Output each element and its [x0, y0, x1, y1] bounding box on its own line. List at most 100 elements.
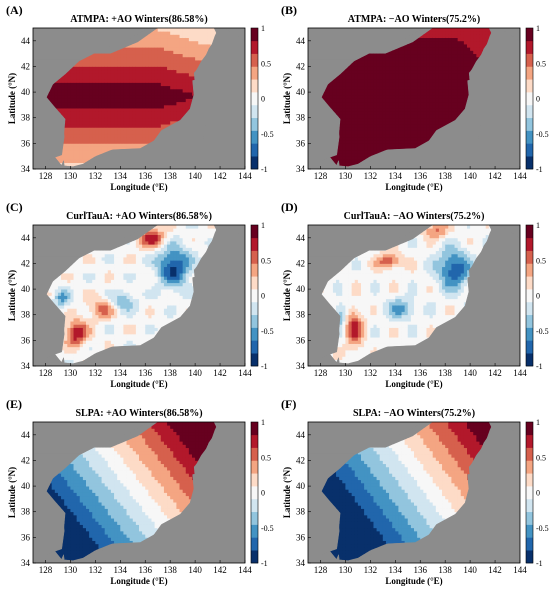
field-cell	[157, 53, 162, 58]
field-cell	[101, 95, 106, 99]
field-cell	[64, 79, 68, 83]
field-cell	[123, 108, 127, 112]
field-cell	[345, 88, 349, 93]
field-cell	[435, 72, 440, 77]
field-cell	[157, 40, 162, 45]
field-cell	[367, 108, 371, 112]
field-cell	[398, 108, 402, 112]
field-cell	[151, 31, 155, 35]
field-cell	[61, 92, 65, 96]
field-cell	[417, 140, 421, 144]
field-cell	[351, 140, 356, 144]
field-cell	[70, 159, 74, 163]
field-cell	[417, 50, 421, 55]
field-cell	[379, 117, 384, 122]
field-cell	[188, 28, 193, 32]
field-cell	[160, 72, 165, 77]
field-cell	[426, 124, 430, 128]
field-cell	[114, 120, 118, 125]
field-cell	[92, 104, 96, 109]
field-cell	[404, 66, 409, 71]
field-cell	[176, 95, 180, 99]
field-cell	[101, 92, 106, 96]
field-cell	[142, 88, 146, 93]
field-cell	[76, 95, 81, 99]
field-cell	[426, 44, 430, 48]
field-cell	[339, 136, 343, 141]
field-cell	[339, 85, 343, 90]
field-cell	[417, 133, 421, 138]
field-cell	[148, 44, 152, 48]
field-cell	[148, 56, 152, 61]
colorbar-segment	[251, 143, 258, 157]
field-cell	[389, 120, 393, 125]
field-cell	[188, 31, 193, 35]
field-cell	[385, 104, 390, 109]
field-cell	[142, 117, 146, 122]
field-cell	[401, 111, 406, 115]
field-cell	[117, 95, 121, 99]
field-cell	[54, 156, 59, 160]
field-cell	[361, 66, 365, 71]
field-cell	[167, 95, 171, 99]
field-cell	[126, 130, 131, 135]
field-cell	[173, 82, 177, 87]
field-cell	[342, 72, 346, 77]
field-cell	[92, 108, 96, 112]
field-cell	[92, 69, 96, 74]
field-cell	[410, 72, 415, 77]
field-cell	[348, 69, 353, 74]
field-cell	[110, 56, 115, 61]
field-cell	[86, 111, 90, 115]
chart-panel: (A) ATMPA: +AO Winters(86.58%) 128 130 132 13…	[0, 0, 275, 197]
field-cell	[336, 88, 340, 93]
field-cell	[354, 140, 359, 144]
field-cell	[139, 60, 143, 64]
field-cell	[120, 79, 124, 83]
field-cell	[120, 136, 124, 141]
field-cell	[163, 95, 168, 99]
field-cell	[163, 88, 168, 93]
field-cell	[354, 146, 359, 151]
field-cell	[345, 114, 349, 119]
field-cell	[192, 50, 196, 55]
field-cell	[107, 60, 112, 64]
field-cell	[114, 69, 118, 74]
field-cell	[104, 124, 109, 128]
field-cell	[195, 53, 199, 58]
field-cell	[82, 95, 87, 99]
field-cell	[79, 143, 84, 147]
field-cell	[179, 31, 184, 35]
field-cell	[438, 114, 443, 119]
field-cell	[442, 28, 446, 32]
field-cell	[392, 53, 396, 58]
field-cell	[435, 69, 440, 74]
field-cell	[148, 101, 152, 106]
field-cell	[404, 143, 409, 147]
field-cell	[73, 88, 78, 93]
field-cell	[151, 127, 155, 131]
field-cell	[185, 37, 190, 42]
field-cell	[367, 117, 371, 122]
colorbar-segment	[251, 53, 258, 67]
field-cell	[179, 104, 184, 109]
field-cell	[70, 133, 74, 138]
field-cell	[148, 104, 152, 109]
field-cell	[354, 156, 359, 160]
field-cell	[154, 101, 159, 106]
field-cell	[114, 53, 118, 58]
field-cell	[426, 114, 430, 119]
field-cell	[398, 101, 402, 106]
field-cell	[154, 108, 159, 112]
field-cell	[392, 88, 396, 93]
field-cell	[132, 92, 137, 96]
field-cell	[376, 124, 381, 128]
field-cell	[195, 37, 199, 42]
field-cell	[342, 104, 346, 109]
field-cell	[401, 146, 406, 151]
field-cell	[79, 152, 84, 157]
field-cell	[370, 130, 374, 135]
field-cell	[107, 98, 112, 103]
field-cell	[64, 88, 68, 93]
field-cell	[82, 101, 87, 106]
